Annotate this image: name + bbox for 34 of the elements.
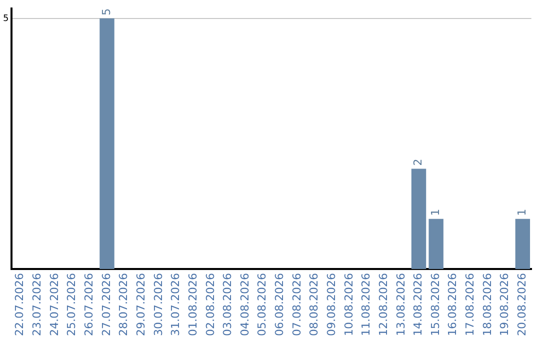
- x-tick-label: 14.08.2026: [412, 273, 425, 336]
- x-tick-label: 15.08.2026: [428, 273, 442, 336]
- x-tick-label: 29.07.2026: [134, 273, 148, 336]
- x-tick-label: 26.07.2026: [82, 273, 96, 336]
- x-tick-label: 11.08.2026: [360, 273, 373, 336]
- x-tick-label: 02.08.2026: [204, 273, 217, 336]
- x-tick-label: 27.07.2026: [100, 273, 113, 336]
- x-tick-label: 22.07.2026: [13, 273, 26, 336]
- x-tick-label: 04.08.2026: [238, 273, 252, 336]
- x-tick-label: 28.07.2026: [117, 273, 130, 336]
- x-tick-label: 30.07.2026: [152, 273, 165, 336]
- x-tick-label: 07.08.2026: [290, 273, 304, 336]
- x-tick-label: 31.07.2026: [169, 273, 182, 336]
- x-tick-label: 01.08.2026: [186, 273, 200, 336]
- data-label: 5: [100, 8, 113, 16]
- x-tick-label: 09.08.2026: [325, 273, 338, 336]
- x-tick-label: 12.08.2026: [376, 273, 390, 336]
- x-tick-label: 10.08.2026: [342, 273, 356, 336]
- x-tick-label: 24.07.2026: [48, 273, 61, 336]
- data-label: 1: [516, 208, 529, 216]
- x-tick-label: 16.08.2026: [446, 273, 460, 336]
- x-tick-label: 19.08.2026: [498, 273, 512, 336]
- x-tick-label: 08.08.2026: [308, 273, 321, 336]
- x-tick-label: 03.08.2026: [221, 273, 234, 336]
- data-label: 2: [412, 158, 425, 166]
- x-tick-label: 25.07.2026: [65, 273, 78, 336]
- x-tick-label: 06.08.2026: [273, 273, 286, 336]
- data-label: 1: [428, 208, 442, 216]
- x-tick-label: 18.08.2026: [480, 273, 494, 336]
- x-tick-label: 23.07.2026: [30, 273, 44, 336]
- x-tick-label: 17.08.2026: [464, 273, 477, 336]
- x-tick-label: 05.08.2026: [256, 273, 269, 336]
- x-tick-label: 20.08.2026: [516, 273, 529, 336]
- x-tick-label: 13.08.2026: [394, 273, 408, 336]
